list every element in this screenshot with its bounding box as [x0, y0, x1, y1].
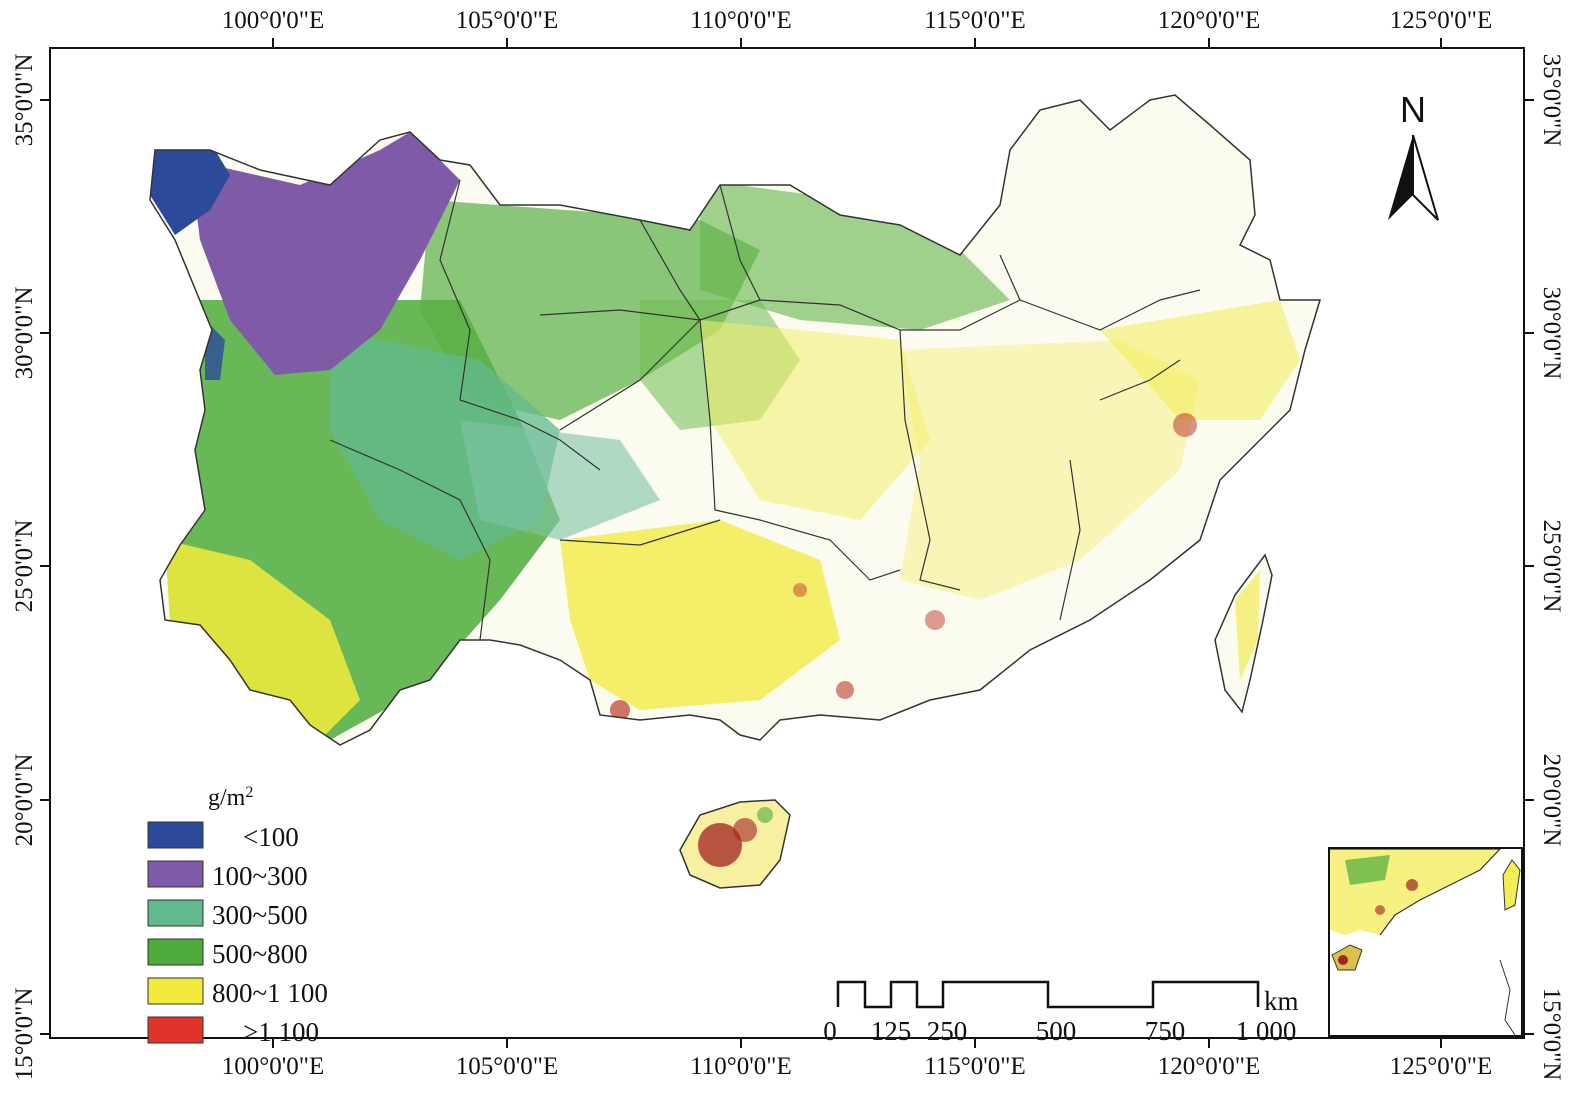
- legend-unit-text: g/m: [208, 785, 246, 811]
- legend-swatch: [147, 938, 204, 966]
- left-lat-label: 30°0'0"N: [11, 287, 38, 380]
- scale-label: 1 000: [1236, 1016, 1297, 1046]
- right-lat-label: 15°0'0"N: [1538, 988, 1565, 1081]
- left-lat-label: 20°0'0"N: [11, 754, 38, 847]
- scale-label: 500: [1036, 1016, 1077, 1046]
- bottom-lon-label: 110°0'0"E: [690, 1053, 792, 1080]
- top-lon-label: 125°0'0"E: [1390, 7, 1492, 34]
- top-lon-label: 120°0'0"E: [1158, 7, 1260, 34]
- bottom-lon-label: 125°0'0"E: [1390, 1053, 1492, 1080]
- legend-item: 300~500: [147, 899, 308, 930]
- legend-label: 100~300: [212, 861, 308, 891]
- top-lon-labels: 100°0'0"E 105°0'0"E 110°0'0"E 115°0'0"E …: [222, 7, 1492, 34]
- top-lon-label: 105°0'0"E: [456, 7, 558, 34]
- scale-bar: 0 125 250 500 750 1 000 km: [823, 980, 1299, 1046]
- frame-ticks: [40, 38, 1534, 1048]
- bottom-lon-label: 115°0'0"E: [924, 1053, 1026, 1080]
- legend-label: >1 100: [243, 1017, 319, 1047]
- legend-unit-sup: 2: [245, 784, 253, 801]
- legend-item: 800~1 100: [147, 977, 328, 1008]
- legend-item: <100: [147, 821, 299, 852]
- bottom-lon-label: 100°0'0"E: [222, 1053, 324, 1080]
- north-letter: N: [1400, 89, 1426, 130]
- right-lat-labels: 35°0'0"N 30°0'0"N 25°0'0"N 20°0'0"N 15°0…: [1538, 54, 1565, 1081]
- top-lon-label: 115°0'0"E: [924, 7, 1026, 34]
- legend-item: >1 100: [147, 1016, 319, 1047]
- legend-swatch: [147, 1016, 204, 1044]
- legend-label: 500~800: [212, 939, 308, 969]
- top-lon-label: 100°0'0"E: [222, 7, 324, 34]
- scale-unit: km: [1264, 986, 1299, 1016]
- legend-label: 300~500: [212, 900, 308, 930]
- province-boundaries: [329, 179, 1201, 641]
- mainland-region: [149, 94, 1322, 746]
- north-arrow-icon: [1388, 134, 1439, 221]
- legend-label: <100: [243, 822, 299, 852]
- right-lat-label: 20°0'0"N: [1538, 754, 1565, 847]
- legend-item: 100~300: [147, 860, 308, 891]
- legend-swatch: [147, 977, 204, 1005]
- right-lat-label: 30°0'0"N: [1538, 287, 1565, 380]
- scale-label: 0: [823, 1016, 837, 1046]
- bottom-lon-label: 120°0'0"E: [1158, 1053, 1260, 1080]
- legend-item: 500~800: [147, 938, 308, 969]
- legend: g/m2 <100 100~300 300~500 500~800 800~1 …: [147, 784, 328, 1047]
- left-lat-labels: 35°0'0"N 30°0'0"N 25°0'0"N 20°0'0"N 15°0…: [11, 54, 38, 1081]
- legend-unit: g/m2: [208, 784, 253, 811]
- scale-label: 125: [871, 1016, 912, 1046]
- scale-label: 250: [927, 1016, 968, 1046]
- top-lon-label: 110°0'0"E: [690, 7, 792, 34]
- right-lat-label: 35°0'0"N: [1538, 54, 1565, 147]
- left-lat-label: 35°0'0"N: [11, 54, 38, 147]
- inset-map: [1328, 847, 1523, 1037]
- north-arrow: N: [1388, 89, 1439, 221]
- left-lat-label: 15°0'0"N: [11, 988, 38, 1081]
- bottom-lon-label: 105°0'0"E: [456, 1053, 558, 1080]
- legend-swatch: [147, 899, 204, 927]
- bottom-lon-labels: 100°0'0"E 105°0'0"E 110°0'0"E 115°0'0"E …: [222, 1053, 1492, 1080]
- scale-label: 750: [1145, 1016, 1186, 1046]
- legend-swatch: [147, 860, 204, 888]
- legend-swatch: [147, 821, 204, 849]
- right-lat-label: 25°0'0"N: [1538, 520, 1565, 613]
- legend-label: 800~1 100: [212, 978, 328, 1008]
- left-lat-label: 25°0'0"N: [11, 520, 38, 613]
